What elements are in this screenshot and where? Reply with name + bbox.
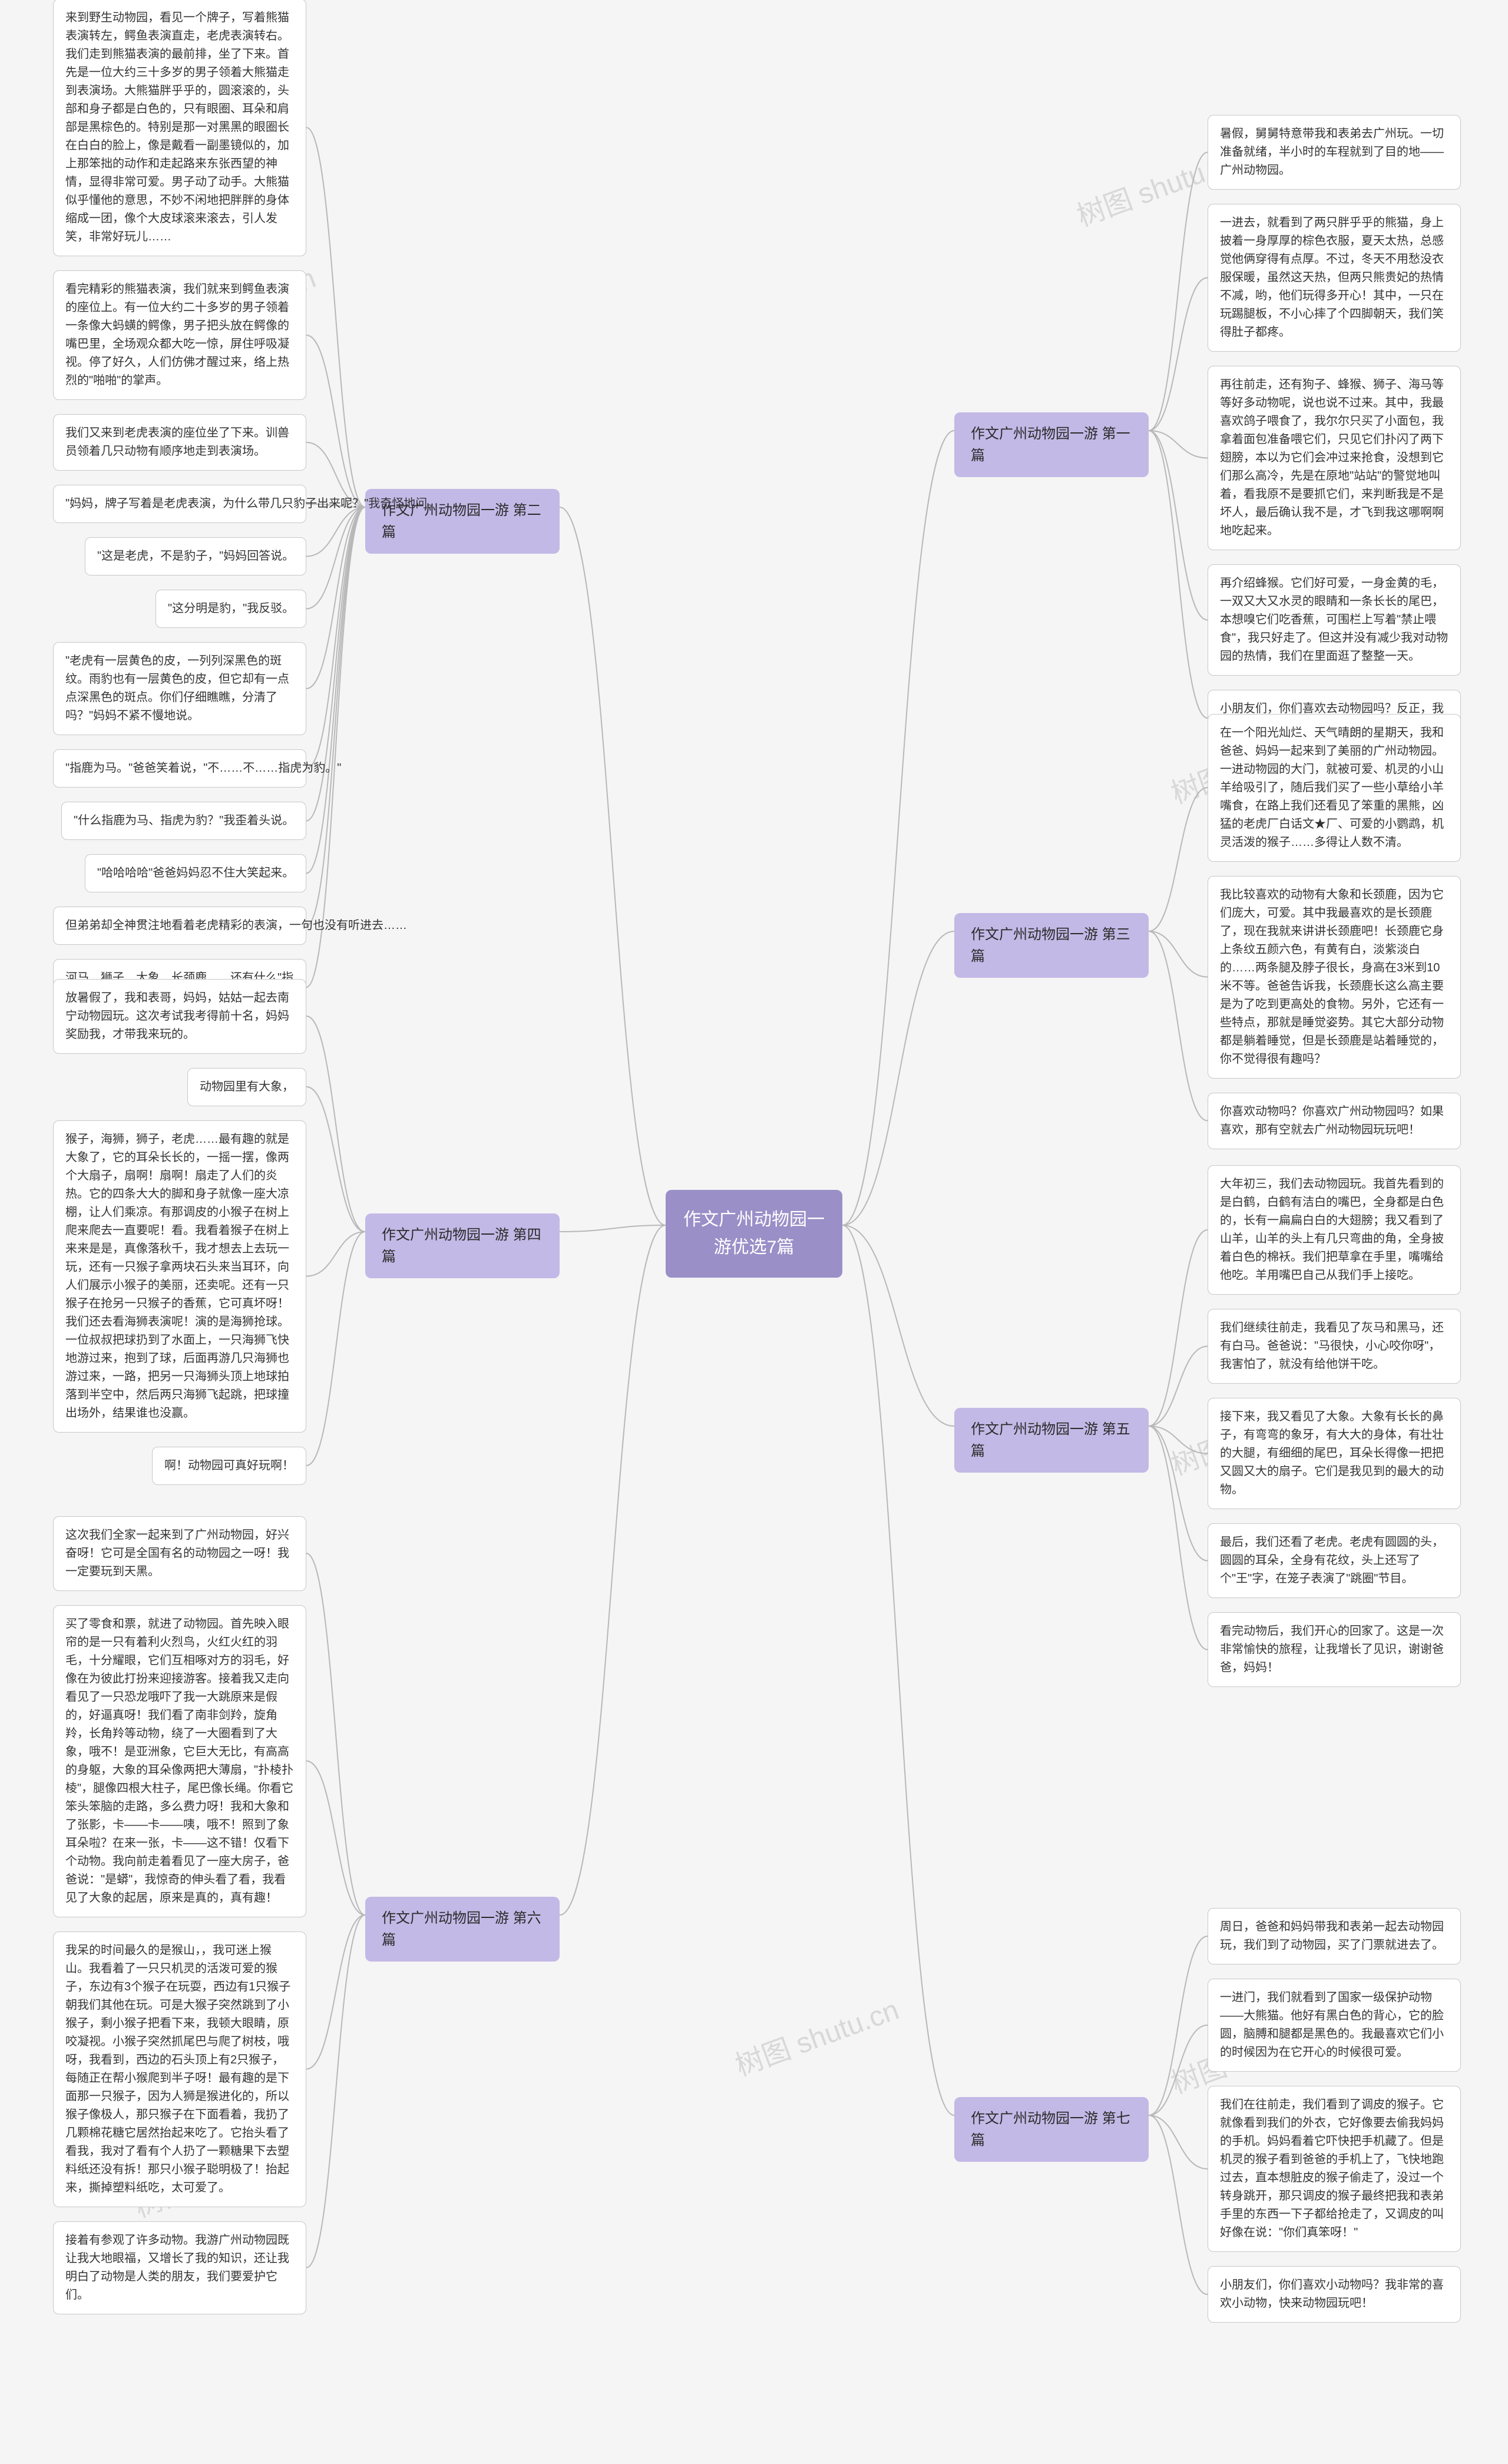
leaf: 我们又来到老虎表演的座位坐了下来。训兽员领着几只动物有顺序地走到表演场。 (53, 414, 306, 471)
leaf: 一进去，就看到了两只胖乎乎的熊猫，身上披着一身厚厚的棕色衣服，夏天太热，总感觉他… (1208, 204, 1461, 352)
leaf: "妈妈，牌子写着是老虎表演，为什么带几只豹子出来呢？"我奇怪地问。 (53, 485, 306, 523)
leaf: 我们在往前走，我们看到了调皮的猴子。它就像看到我们的外衣，它好像要去偷我妈妈的手… (1208, 2086, 1461, 2252)
leaf: 你喜欢动物吗？你喜欢广州动物园吗？如果喜欢，那有空就去广州动物园玩玩吧！ (1208, 1093, 1461, 1149)
leaf: 来到野生动物园，看见一个牌子，写着熊猫表演转左，鳄鱼表演直走，老虎表演转右。我们… (53, 0, 306, 256)
leaf: 再介绍蜂猴。它们好可爱，一身金黄的毛，一双又大又水灵的眼睛和一条长长的尾巴，本想… (1208, 564, 1461, 676)
leaf: 暑假，舅舅特意带我和表弟去广州玩。一切准备就绪，半小时的车程就到了目的地——广州… (1208, 115, 1461, 190)
leaf: 再往前走，还有狗子、蜂猴、狮子、海马等等好多动物呢，说也说不过来。其中，我最喜欢… (1208, 366, 1461, 550)
leaf: 我呆的时间最久的是猴山，，我可迷上猴山。我看着了一只只机灵的活泼可爱的猴子，东边… (53, 1931, 306, 2207)
leaf: 周日，爸爸和妈妈带我和表弟一起去动物园玩，我们到了动物园，买了门票就进去了。 (1208, 1908, 1461, 1964)
branch-1: 作文广州动物园一游 第一篇 (954, 412, 1149, 477)
leaf: 在一个阳光灿烂、天气晴朗的星期天，我和爸爸、妈妈一起来到了美丽的广州动物园。一进… (1208, 714, 1461, 862)
leaf: 啊！动物园可真好玩啊！ (152, 1447, 306, 1485)
branch-4: 作文广州动物园一游 第四篇 (365, 1213, 560, 1278)
leaf: 看完精彩的熊猫表演，我们就来到鳄鱼表演的座位上。有一位大约二十多岁的男子领着一条… (53, 270, 306, 400)
leaf: 接着有参观了许多动物。我游广州动物园既让我大地眼福，又增长了我的知识，还让我明白… (53, 2221, 306, 2314)
branch-3: 作文广州动物园一游 第三篇 (954, 913, 1149, 978)
leaf: "老虎有一层黄色的皮，一列列深黑色的斑纹。雨豹也有一层黄色的皮，但它却有一点点深… (53, 642, 306, 735)
leaf: 看完动物后，我们开心的回家了。这是一次非常愉快的旅程，让我增长了见识，谢谢爸爸，… (1208, 1612, 1461, 1687)
leaf: 猴子，海狮，狮子，老虎……最有趣的就是大象了，它的耳朵长长的，一摇一摆，像两个大… (53, 1120, 306, 1433)
leaf: 小朋友们，你们喜欢小动物吗？我非常的喜欢小动物，快来动物园玩吧！ (1208, 2266, 1461, 2323)
leaf: 买了零食和票，就进了动物园。首先映入眼帘的是一只有着利火烈鸟，火红火红的羽毛，十… (53, 1605, 306, 1917)
branch-6: 作文广州动物园一游 第六篇 (365, 1897, 560, 1962)
leaf: "什么指鹿为马、指虎为豹？"我歪着头说。 (61, 802, 306, 840)
leaf: 这次我们全家一起来到了广州动物园，好兴奋呀！它可是全国有名的动物园之一呀！我一定… (53, 1516, 306, 1591)
leaf: "这分明是豹，"我反驳。 (156, 590, 306, 628)
leaf: "这是老虎，不是豹子，"妈妈回答说。 (85, 537, 306, 576)
leaf: 我比较喜欢的动物有大象和长颈鹿，因为它们庞大，可爱。其中我最喜欢的是长颈鹿了，现… (1208, 876, 1461, 1079)
leaf: 最后，我们还看了老虎。老虎有圆圆的头，圆圆的耳朵，全身有花纹，头上还写了个"王"… (1208, 1523, 1461, 1598)
leaf: 接下来，我又看见了大象。大象有长长的鼻子，有弯弯的象牙，有大大的身体，有壮壮的大… (1208, 1398, 1461, 1509)
leaf: 动物园里有大象， (187, 1068, 306, 1106)
leaf: "哈哈哈哈"爸爸妈妈忍不住大笑起来。 (85, 854, 306, 892)
leaf: 放暑假了，我和表哥，妈妈，姑姑一起去南宁动物园玩。这次考试我考得前十名，妈妈奖励… (53, 979, 306, 1054)
leaf: 大年初三，我们去动物园玩。我首先看到的是白鹤，白鹤有洁白的嘴巴，全身都是白色的，… (1208, 1165, 1461, 1295)
leaf: 但弟弟却全神贯注地看着老虎精彩的表演，一句也没有听进去…… (53, 907, 306, 945)
leaf: 一进门，我们就看到了国家一级保护动物——大熊猫。他好有黑白色的背心，它的脸圆，脑… (1208, 1979, 1461, 2072)
branch-5: 作文广州动物园一游 第五篇 (954, 1408, 1149, 1473)
branch-7: 作文广州动物园一游 第七篇 (954, 2097, 1149, 2162)
leaf: "指鹿为马。"爸爸笑着说，"不……不……指虎为豹。" (53, 749, 306, 788)
center-topic: 作文广州动物园一游优选7篇 (666, 1190, 842, 1278)
leaf: 我们继续往前走，我看见了灰马和黑马，还有白马。爸爸说："马很快，小心咬你呀"，我… (1208, 1309, 1461, 1384)
